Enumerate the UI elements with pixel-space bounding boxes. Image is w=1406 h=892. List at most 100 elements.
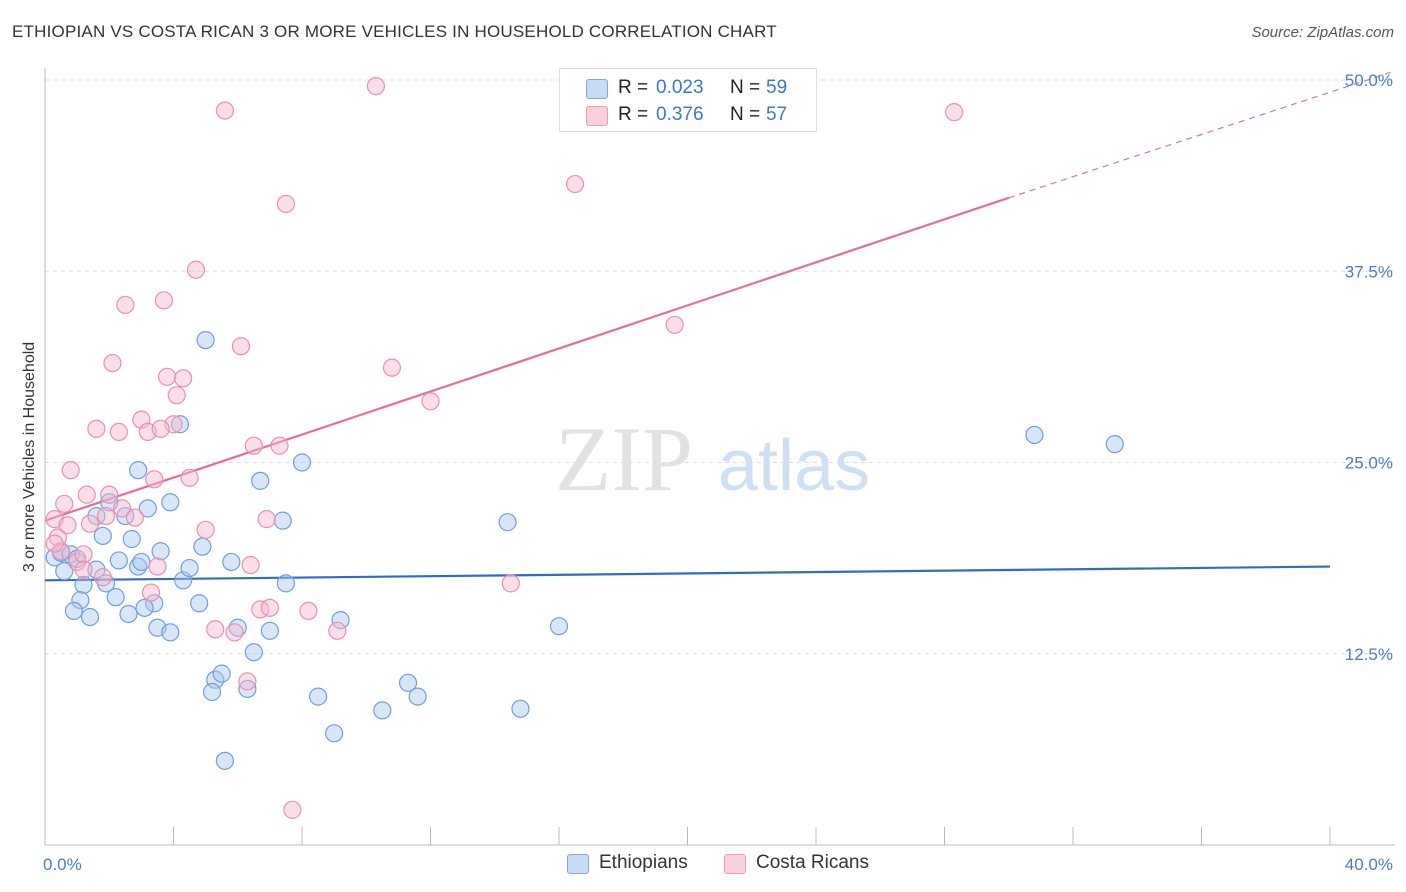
point-costa-ricans [180,468,199,487]
series-swatch-costa-ricans [724,854,746,874]
point-costa-ricans [421,392,440,411]
point-costa-ricans [196,520,215,539]
point-ethiopians [122,529,141,549]
point-ethiopians [373,701,392,720]
axes [44,68,1395,846]
point-ethiopians [132,552,151,572]
point-costa-ricans [174,369,193,388]
x-tick-label: 40.0% [1345,855,1393,874]
point-ethiopians [145,594,164,613]
point-costa-ricans [945,103,964,122]
point-costa-ricans [93,568,112,587]
point-costa-ricans [260,598,279,617]
trend-line-costa-ricans-extension [1008,70,1396,199]
point-costa-ricans [61,461,80,480]
legend-n-value: 57 [766,104,788,125]
series-label-ethiopians: Ethiopians [599,852,688,873]
point-costa-ricans [116,295,135,315]
point-costa-ricans [141,583,161,602]
point-costa-ricans [257,510,276,529]
point-ethiopians [222,552,241,572]
watermark: ZIP atlas [555,408,870,510]
point-costa-ricans [270,436,289,455]
point-ethiopians [74,575,93,595]
correlation-legend: R = 0.023 N = 59 R = 0.376 N = 57 [559,68,817,132]
trend-lines [44,70,1396,582]
point-ethiopians [1025,425,1044,445]
point-ethiopians [196,331,215,350]
legend-r-label: R = [618,77,649,98]
point-costa-ricans [112,499,132,518]
series-swatch-ethiopians [567,854,589,874]
point-ethiopians [106,588,125,607]
watermark-zip: ZIP [555,408,693,510]
source-label: Source: ZipAtlas.com [1251,24,1394,41]
point-ethiopians [292,453,312,472]
point-costa-ricans [45,534,64,553]
point-ethiopians [55,562,74,581]
point-costa-ricans [382,358,402,377]
point-ethiopians [244,643,263,662]
point-ethiopians [260,621,279,640]
tick-labels: 12.5% 25.0% 37.5% 50.0% 0.0% 40.0% [43,71,1393,874]
point-costa-ricans [501,574,520,593]
point-costa-ricans [238,672,257,691]
point-costa-ricans [157,367,177,386]
point-ethiopians [273,511,292,530]
point-costa-ricans [148,557,167,576]
point-costa-ricans [565,174,585,194]
legend-r-value: 0.023 [656,77,704,98]
point-ethiopians [129,461,148,480]
point-ethiopians [161,493,180,512]
point-ethiopians [202,682,222,702]
point-ethiopians [408,687,427,706]
trend-line-ethiopians [44,565,1331,582]
point-ethiopians [151,542,170,561]
point-costa-ricans [299,601,318,621]
legend-swatch-costa-ricans [586,106,608,126]
point-ethiopians [170,415,190,434]
point-ethiopians [308,687,328,706]
point-costa-ricans [74,545,93,564]
point-costa-ricans [328,621,347,640]
legend-n-label: N = [730,104,761,125]
point-costa-ricans [125,508,145,527]
point-costa-ricans [241,555,260,575]
y-tick-label: 12.5% [1345,645,1393,664]
point-costa-ricans [151,419,170,438]
point-costa-ricans [74,560,93,579]
point-ethiopians [161,623,180,642]
series-legend: Ethiopians Costa Ricans [0,852,1406,878]
point-costa-ricans [665,315,684,334]
point-ethiopians [251,471,270,490]
legend-n-label: N = [730,77,761,98]
point-costa-ricans [109,422,128,441]
point-costa-ricans [145,470,164,489]
point-costa-ricans [283,800,302,819]
chart-title: ETHIOPIAN VS COSTA RICAN 3 OR MORE VEHIC… [12,22,777,41]
point-ethiopians [398,673,418,692]
point-ethiopians [71,591,90,610]
data-points [45,77,1124,819]
point-ethiopians [331,610,350,630]
point-costa-ricans [87,419,106,438]
point-ethiopians [119,604,138,624]
point-costa-ricans [215,101,234,120]
x-tick-label: 0.0% [43,855,82,874]
point-ethiopians [135,598,154,617]
legend-swatch-ethiopians [586,79,608,99]
point-costa-ricans [244,436,263,455]
point-costa-ricans [100,485,119,504]
point-costa-ricans [186,260,206,279]
point-ethiopians [80,607,100,627]
point-costa-ricans [154,291,173,310]
y-tick-label: 25.0% [1345,454,1393,473]
point-costa-ricans [80,514,100,533]
point-ethiopians [180,558,199,578]
point-ethiopians [138,499,157,518]
point-ethiopians [276,574,296,593]
point-ethiopians [93,526,112,546]
legend-r-label: R = [618,104,649,125]
point-costa-ricans [276,194,296,214]
legend-n-value: 59 [766,77,788,98]
